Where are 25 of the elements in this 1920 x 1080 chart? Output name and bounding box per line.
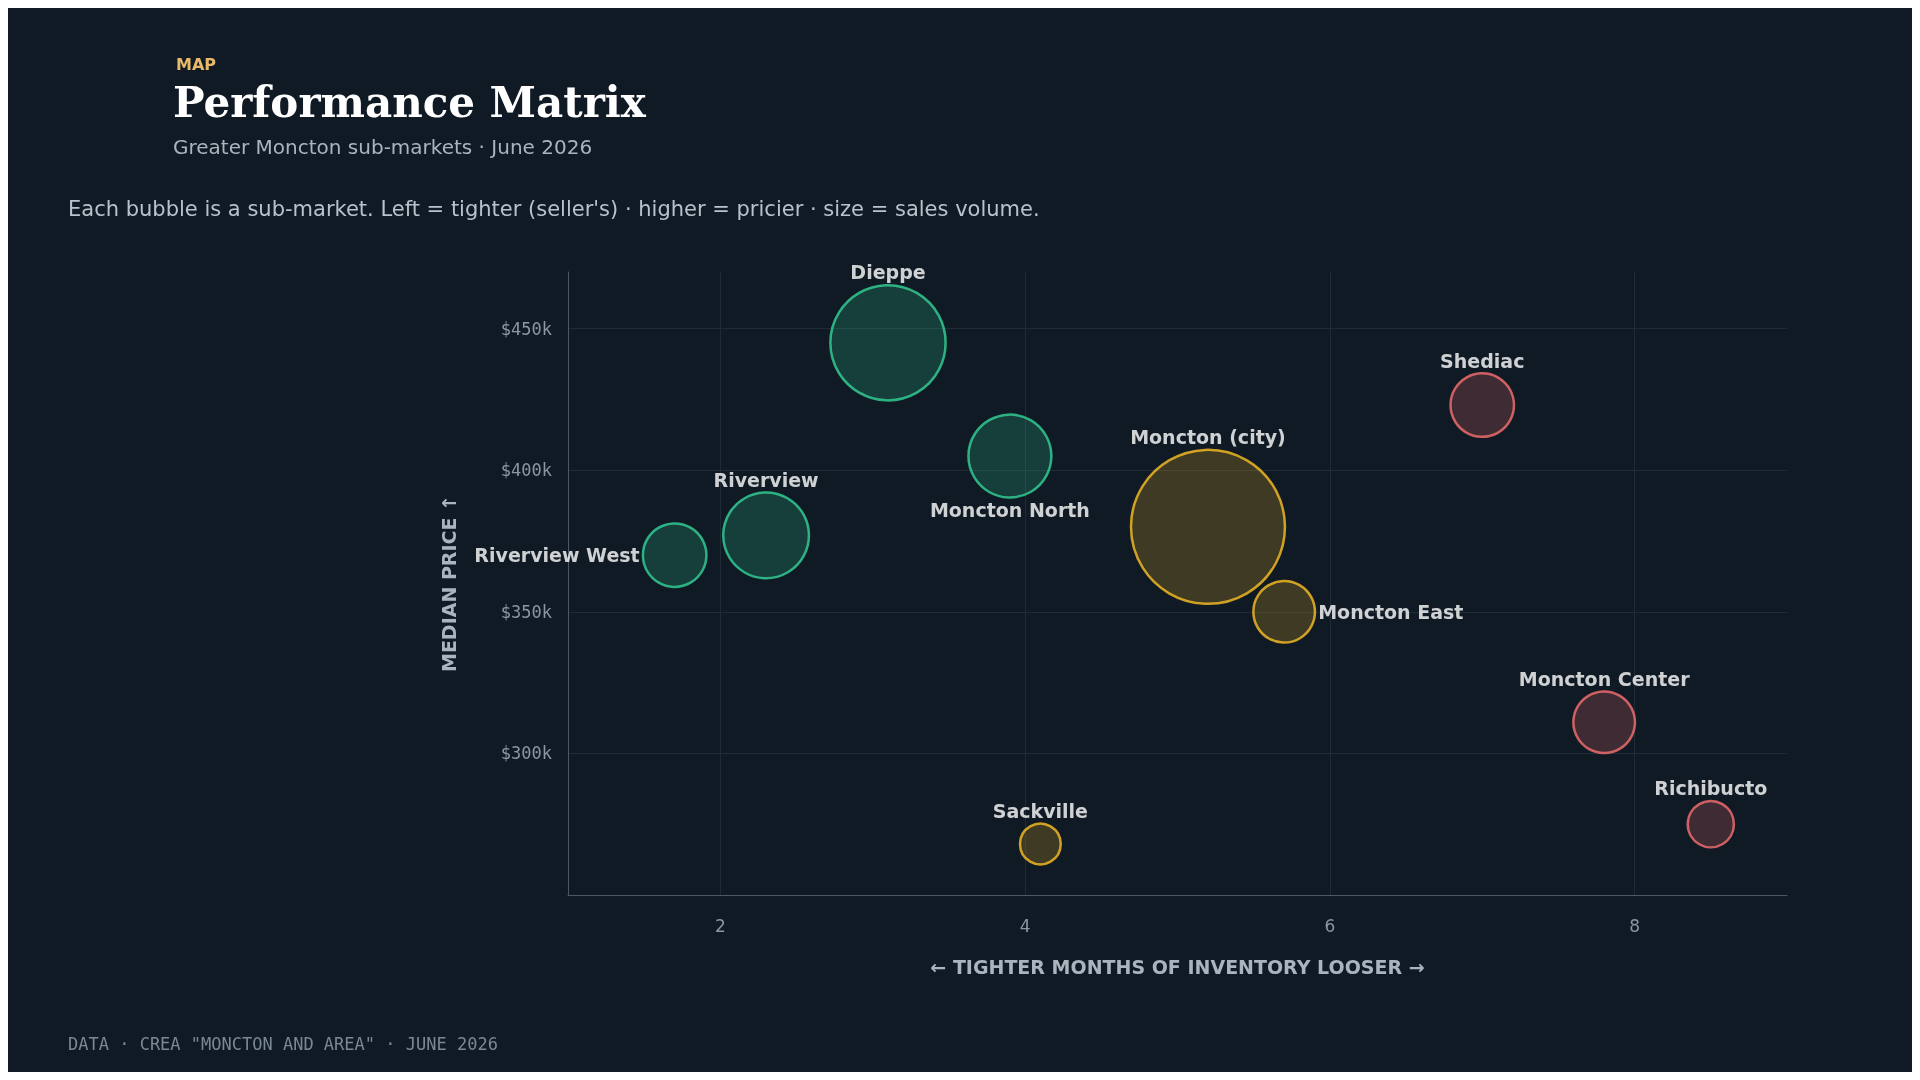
series-label: Moncton East [1318, 600, 1464, 623]
series-label: Sackville [992, 799, 1088, 822]
series-label: Moncton Center [1518, 667, 1691, 690]
y-tick-label: $450k [500, 318, 552, 339]
series-label: Dieppe [850, 261, 926, 284]
x-axis-title: ← TIGHTER MONTHS OF INVENTORY LOOSER → [930, 955, 1425, 978]
x-tick-label: 8 [1629, 915, 1641, 936]
x-tick-label: 4 [1019, 915, 1031, 936]
series-label: Shediac [1440, 349, 1525, 372]
series-label: Moncton North [929, 499, 1090, 522]
series-label: Riverview [713, 468, 819, 491]
text: MAP [176, 54, 217, 74]
x-tick-label: 2 [714, 915, 726, 936]
y-tick-label: $350k [500, 601, 552, 622]
series-label: Richibucto [1654, 777, 1768, 800]
y-tick-label: $300k [500, 743, 552, 764]
y-tick-label: $400k [500, 460, 552, 481]
text: DATA · CREA "MONCTON AND AREA" · JUNE 2026 [68, 1033, 498, 1054]
y-axis-title: MEDIAN PRICE ↑ [437, 494, 460, 673]
text: Each bubble is a sub-market. Left = tighter (seller's) · higher = pricier · size = sales volume. [68, 196, 1040, 221]
series-label: Riverview West [474, 544, 640, 567]
chart-title: Performance Matrix [173, 77, 647, 127]
x-tick-label: 6 [1324, 915, 1336, 936]
text: Greater Moncton sub-markets · June 2026 [173, 135, 593, 159]
series-label: Moncton (city) [1130, 426, 1286, 449]
